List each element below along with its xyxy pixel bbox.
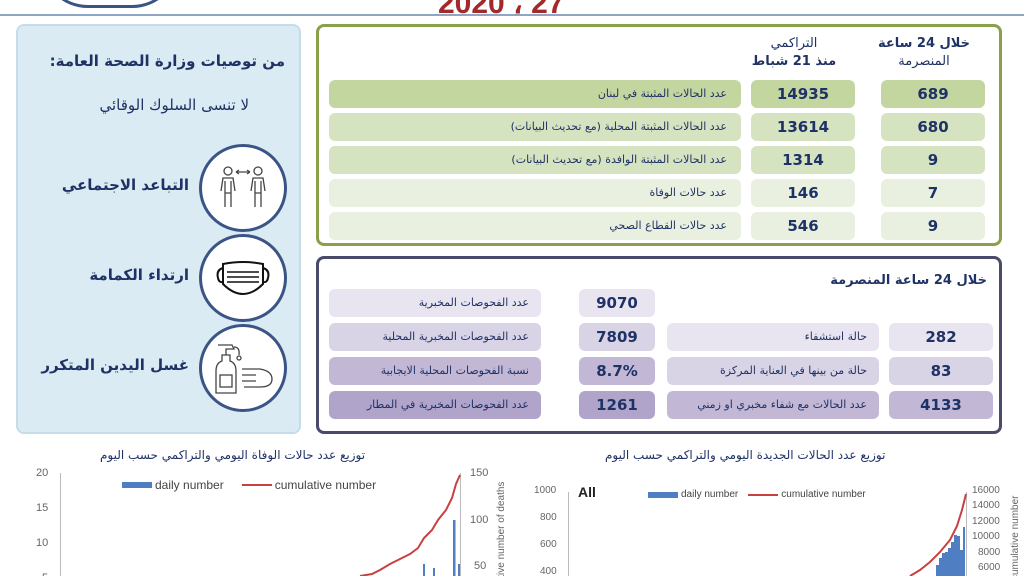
- cases-chart: توزيع عدد الحالات الجديدة اليومي والتراك…: [510, 440, 1024, 576]
- y-tick: 400: [540, 566, 557, 576]
- cases-y-left-axis: [568, 492, 569, 576]
- table-row: عدد حالات الوفاة 146 7: [329, 179, 997, 207]
- legend-cumulative-label: cumulative number: [274, 478, 377, 492]
- row-label: عدد الحالات المثبتة الوافدة (مع تحديث ال…: [329, 146, 741, 174]
- legend-daily-swatch: [122, 482, 152, 488]
- social-distancing-icon: [199, 144, 287, 232]
- y-right-tick: 12000: [972, 516, 1000, 527]
- hospitalized-label: حالة استشفاء: [667, 323, 879, 351]
- table-row: عدد الحالات المثبتة في لبنان 14935 689: [329, 80, 997, 108]
- legend-cumulative-label: cumulative number: [781, 489, 866, 500]
- column-header-daily-line1: خلال 24 ساعة: [877, 36, 971, 51]
- y-right-tick: 100: [470, 514, 489, 526]
- row-daily-value: 680: [881, 113, 985, 141]
- recovered-value: 4133: [889, 391, 993, 419]
- hospitalized-value: 282: [889, 323, 993, 351]
- column-header-cumulative-line1: التراكمي: [770, 36, 818, 51]
- cases-chart-title: توزيع عدد الحالات الجديدة اليومي والتراك…: [605, 448, 886, 462]
- column-header-cumulative-line2: منذ 21 شباط: [751, 54, 837, 69]
- deaths-y-right-axis: [460, 473, 461, 576]
- recovered-label: عدد الحالات مع شفاء مخبري او زمني: [667, 391, 879, 419]
- row-cumulative-value: 13614: [751, 113, 855, 141]
- cases-series-label: All: [578, 484, 596, 500]
- cases-summary-panel: خلال 24 ساعة المنصرمة التراكمي منذ 21 شب…: [316, 24, 1002, 246]
- row-cumulative-value: 1314: [751, 146, 855, 174]
- table-row: عدد الحالات المثبتة المحلية (مع تحديث ال…: [329, 113, 997, 141]
- y-tick: 1000: [534, 485, 557, 496]
- deaths-chart-title: توزيع عدد حالات الوفاة اليومي والتراكمي …: [100, 448, 366, 462]
- tests-value: 9070: [579, 289, 655, 317]
- recommendations-subtitle: لا تنسى السلوك الوقائي: [99, 96, 249, 114]
- recommendation-social-distancing: التباعد الاجتماعي: [21, 144, 291, 234]
- report-date-title: 2020 ، 27: [438, 0, 565, 20]
- hand-sanitizer-icon: [199, 324, 287, 412]
- deaths-chart-legend: daily number cumulative number: [122, 478, 376, 492]
- header-divider: [0, 14, 1024, 16]
- last-24h-panel: خلال 24 ساعة المنصرمة عدد الفحوصات المخب…: [316, 256, 1002, 434]
- legend-daily-label: daily number: [155, 478, 224, 492]
- cases-y-right-axis: [966, 492, 967, 576]
- y-tick: 600: [540, 539, 557, 550]
- legend-daily-label: daily number: [681, 489, 739, 500]
- row-daily-value: 7: [881, 179, 985, 207]
- recommendation-label: التباعد الاجتماعي: [61, 176, 189, 194]
- y-right-tick: 8000: [978, 547, 1001, 558]
- legend-daily-swatch: [648, 491, 678, 498]
- column-header-daily-line2: المنصرمة: [898, 54, 950, 69]
- recommendations-title: من توصيات وزارة الصحة العامة:: [49, 52, 285, 70]
- y-tick: 800: [540, 512, 557, 523]
- ministry-logo: [40, 0, 180, 8]
- face-mask-icon: [199, 234, 287, 322]
- y-right-tick: 50: [474, 560, 487, 572]
- table-row: عدد حالات القطاع الصحي 546 9: [329, 212, 997, 240]
- y-right-tick: 6000: [978, 562, 1001, 573]
- last-24h-title: خلال 24 ساعة المنصرمة: [830, 273, 987, 288]
- cases-chart-legend: daily number cumulative number: [648, 489, 866, 500]
- icu-value: 83: [889, 357, 993, 385]
- deaths-chart-plot: [359, 474, 461, 576]
- row-label: عدد الحالات المثبتة المحلية (مع تحديث ال…: [329, 113, 741, 141]
- column-header-cumulative: التراكمي منذ 21 شباط: [739, 35, 849, 71]
- y-tick: 5: [42, 572, 48, 576]
- positivity-rate-label: نسبة الفحوصات المحلية الايجابية: [329, 357, 541, 385]
- recommendation-hand-washing: غسل اليدين المتكرر: [21, 324, 291, 414]
- positivity-rate-value: 8.7%: [579, 357, 655, 385]
- icu-label: حالة من بينها في العناية المركزة: [667, 357, 879, 385]
- airport-tests-label: عدد الفحوصات المخبرية في المطار: [329, 391, 541, 419]
- recommendation-face-mask: ارتداء الكمامة: [21, 234, 291, 324]
- table-row: عدد الحالات المثبتة الوافدة (مع تحديث ال…: [329, 146, 997, 174]
- y-right-tick: 150: [470, 467, 489, 479]
- row-label: عدد حالات القطاع الصحي: [329, 212, 741, 240]
- local-tests-label: عدد الفحوصات المخبرية المحلية: [329, 323, 541, 351]
- row-cumulative-value: 146: [751, 179, 855, 207]
- row-cumulative-value: 14935: [751, 80, 855, 108]
- y-tick: 20: [36, 467, 49, 479]
- legend-cumulative-swatch: [748, 493, 779, 496]
- row-label: عدد الحالات المثبتة في لبنان: [329, 80, 741, 108]
- row-daily-value: 9: [881, 146, 985, 174]
- recommendation-label: ارتداء الكمامة: [89, 266, 189, 284]
- deaths-chart: توزيع عدد حالات الوفاة اليومي والتراكمي …: [0, 440, 510, 576]
- column-header-daily: خلال 24 ساعة المنصرمة: [859, 35, 989, 71]
- y-right-tick: 16000: [972, 485, 1000, 496]
- airport-tests-value: 1261: [579, 391, 655, 419]
- local-tests-value: 7809: [579, 323, 655, 351]
- row-label: عدد حالات الوفاة: [329, 179, 741, 207]
- y-right-tick: 14000: [972, 500, 1000, 511]
- row-cumulative-value: 546: [751, 212, 855, 240]
- y-tick: 10: [36, 537, 49, 549]
- recommendations-panel: من توصيات وزارة الصحة العامة: لا تنسى ال…: [16, 24, 301, 434]
- legend-cumulative-swatch: [241, 484, 272, 486]
- y-right-tick: 10000: [972, 531, 1000, 542]
- y-tick: 15: [36, 502, 49, 514]
- recommendation-label: غسل اليدين المتكرر: [41, 356, 189, 374]
- deaths-y-left-axis: [60, 473, 61, 576]
- cases-chart-plot: [909, 493, 967, 576]
- tests-label: عدد الفحوصات المخبرية: [329, 289, 541, 317]
- row-daily-value: 9: [881, 212, 985, 240]
- row-daily-value: 689: [881, 80, 985, 108]
